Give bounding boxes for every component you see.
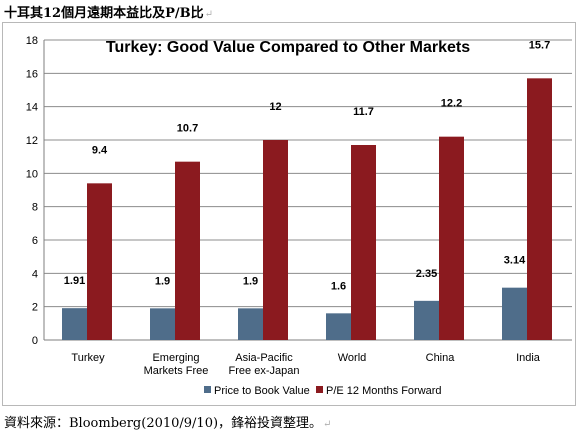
y-tick-label: 0	[32, 335, 38, 347]
y-tick-label: 18	[26, 35, 38, 47]
y-tick-label: 12	[26, 135, 38, 147]
legend-swatch	[316, 386, 323, 393]
legend: Price to Book Value P/E 12 Months Forward	[204, 385, 442, 397]
data-label: 1.9	[243, 275, 258, 287]
x-tick-label: Turkey	[71, 352, 105, 364]
data-label: 1.9	[155, 275, 170, 287]
bar-pb	[326, 313, 351, 340]
y-tick-label: 4	[32, 268, 38, 280]
bars: 1.91 9.4 1.9 10.7 1.9 12 1.6 11.7 2.35 12.2 3.14 15…	[62, 39, 552, 340]
x-tick-label: Asia-Pacific	[235, 352, 293, 364]
bar-pb	[150, 308, 175, 340]
page-heading: 十耳其12個月遠期本益比及P/B比↵	[4, 6, 213, 21]
y-tick-label: 8	[32, 202, 38, 214]
data-label: 11.7	[353, 106, 374, 118]
data-label: 3.14	[504, 255, 526, 267]
bar-pb	[62, 308, 87, 340]
x-tick-label: Markets Free	[144, 365, 209, 377]
y-tick-label: 2	[32, 302, 38, 314]
bar-pe	[527, 78, 552, 340]
bar-pb	[502, 287, 527, 340]
legend-entry: Price to Book Value	[214, 385, 310, 397]
y-axis: 0 2 4 6 8 10 12 14 16 18	[26, 35, 45, 347]
y-tick-label: 14	[26, 102, 38, 114]
data-label: 2.35	[416, 268, 437, 280]
bar-pe	[87, 183, 112, 340]
data-label: 9.4	[92, 144, 108, 156]
y-tick-label: 10	[26, 168, 38, 180]
data-label: 10.7	[177, 123, 198, 135]
data-label: 1.91	[64, 275, 85, 287]
y-tick-label: 16	[26, 68, 38, 80]
x-tick-label: Free ex-Japan	[229, 365, 300, 377]
bar-pe	[263, 140, 288, 340]
bar-pb	[414, 300, 439, 340]
legend-entry: P/E 12 Months Forward	[326, 385, 442, 397]
x-tick-label: World	[338, 352, 367, 364]
x-tick-label: China	[426, 352, 456, 364]
data-label: 12.2	[441, 98, 462, 110]
gridlines	[44, 39, 572, 341]
source-note: 資料來源：Bloomberg(2010/9/10)，鋒裕投資整理。↵	[4, 416, 332, 431]
bar-pb	[238, 308, 263, 340]
legend-swatch	[204, 386, 211, 393]
chart-title: Turkey: Good Value Compared to Other Mar…	[106, 39, 470, 56]
bar-pe	[439, 136, 464, 340]
y-tick-label: 6	[32, 235, 38, 247]
data-label: 1.6	[331, 280, 346, 292]
bar-pe	[175, 161, 200, 340]
x-tick-label: India	[516, 352, 541, 364]
bar-pe	[351, 145, 376, 340]
x-tick-label: Emerging	[152, 352, 199, 364]
data-label: 15.7	[529, 39, 550, 51]
data-label: 12	[269, 101, 281, 113]
